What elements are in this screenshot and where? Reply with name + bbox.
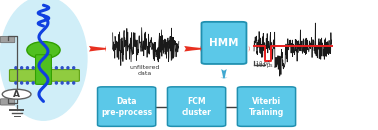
- Ellipse shape: [14, 81, 17, 85]
- Ellipse shape: [31, 66, 35, 70]
- Text: 100 μs: 100 μs: [256, 63, 272, 68]
- Ellipse shape: [55, 66, 58, 70]
- Ellipse shape: [20, 81, 23, 85]
- Text: HMM: HMM: [209, 38, 239, 48]
- Ellipse shape: [72, 66, 75, 70]
- Text: FCM
cluster: FCM cluster: [181, 97, 212, 117]
- Ellipse shape: [37, 81, 41, 85]
- Ellipse shape: [49, 66, 52, 70]
- Ellipse shape: [37, 66, 41, 70]
- FancyBboxPatch shape: [167, 87, 226, 126]
- FancyBboxPatch shape: [0, 36, 15, 43]
- Ellipse shape: [49, 81, 52, 85]
- FancyBboxPatch shape: [201, 22, 246, 64]
- Ellipse shape: [14, 66, 17, 70]
- Text: Data
pre-process: Data pre-process: [101, 97, 152, 117]
- Ellipse shape: [26, 81, 29, 85]
- Ellipse shape: [26, 66, 29, 70]
- Ellipse shape: [72, 81, 75, 85]
- Ellipse shape: [60, 81, 64, 85]
- Ellipse shape: [0, 0, 87, 120]
- Ellipse shape: [20, 66, 23, 70]
- FancyBboxPatch shape: [0, 99, 15, 105]
- Ellipse shape: [43, 81, 46, 85]
- Text: Viterbi
Training: Viterbi Training: [249, 97, 284, 117]
- FancyBboxPatch shape: [36, 55, 51, 84]
- Ellipse shape: [60, 66, 64, 70]
- Circle shape: [2, 89, 31, 99]
- FancyBboxPatch shape: [9, 70, 79, 81]
- Ellipse shape: [27, 42, 60, 58]
- FancyBboxPatch shape: [237, 87, 296, 126]
- Text: 10 pA: 10 pA: [256, 61, 270, 66]
- Text: A: A: [13, 90, 20, 99]
- FancyBboxPatch shape: [98, 87, 156, 126]
- Ellipse shape: [31, 81, 35, 85]
- Ellipse shape: [66, 66, 70, 70]
- Ellipse shape: [66, 81, 70, 85]
- Ellipse shape: [43, 66, 46, 70]
- Ellipse shape: [55, 81, 58, 85]
- Text: unfiltered
data: unfiltered data: [129, 65, 160, 76]
